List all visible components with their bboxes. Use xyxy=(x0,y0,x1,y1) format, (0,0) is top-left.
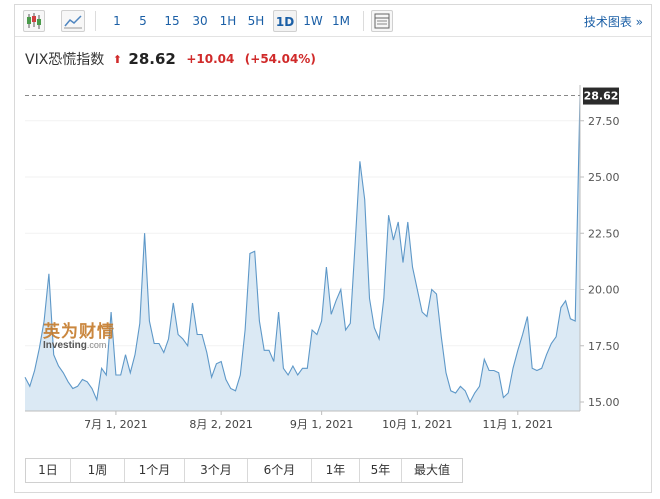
chart-widget: 1 5 15 30 1H 5H 1D 1W 1M 技术图表 » VIX恐慌指数 … xyxy=(14,4,652,493)
price-change: +10.04 xyxy=(186,52,235,66)
chart-toolbar: 1 5 15 30 1H 5H 1D 1W 1M 技术图表 » xyxy=(15,5,651,37)
x-tick-label: 10月 1, 2021 xyxy=(382,418,452,431)
investing-watermark: 英为财情 Investing.com xyxy=(43,317,115,351)
quote-header: VIX恐慌指数 ⬆ 28.62 +10.04 (+54.04%) xyxy=(25,49,316,69)
y-tick-label: 25.00 xyxy=(588,171,620,184)
candlestick-icon[interactable] xyxy=(23,10,45,32)
timeframe-1d[interactable]: 1D xyxy=(273,10,297,32)
range-1y[interactable]: 1年 xyxy=(312,459,360,482)
range-5y[interactable]: 5年 xyxy=(360,459,402,482)
line-chart-icon[interactable] xyxy=(61,10,85,32)
y-tick-label: 15.00 xyxy=(588,396,620,409)
range-1m[interactable]: 1个月 xyxy=(125,459,185,482)
x-tick-label: 7月 1, 2021 xyxy=(84,418,147,431)
timeframe-30[interactable]: 30 xyxy=(192,14,208,28)
x-tick-label: 9月 1, 2021 xyxy=(290,418,353,431)
series-area xyxy=(25,95,580,411)
last-price-badge xyxy=(583,87,619,105)
toolbar-divider xyxy=(363,11,364,31)
y-tick-label: 27.50 xyxy=(588,115,620,128)
instrument-name: VIX恐慌指数 xyxy=(25,52,105,68)
data-table-icon[interactable] xyxy=(371,10,393,32)
timeframe-5[interactable]: 5 xyxy=(139,14,147,28)
y-tick-label: 17.50 xyxy=(588,340,620,353)
range-3m[interactable]: 3个月 xyxy=(185,459,248,482)
timeframe-15[interactable]: 15 xyxy=(164,14,180,28)
price-chart[interactable]: 15.00 17.50 20.00 22.50 25.00 27.50 28.62 7月 1,… xyxy=(15,77,651,449)
last-price-badge-label: 28.62 xyxy=(584,90,619,103)
timeframe-1m[interactable]: 1M xyxy=(332,14,350,28)
y-tick-label: 22.50 xyxy=(588,227,620,240)
series-line xyxy=(24,95,581,404)
technical-chart-link[interactable]: 技术图表 » xyxy=(583,15,643,29)
range-6m[interactable]: 6个月 xyxy=(248,459,312,482)
x-tick-label: 8月 2, 2021 xyxy=(189,418,252,431)
y-tick-label: 20.00 xyxy=(588,284,620,297)
range-1w[interactable]: 1周 xyxy=(71,459,125,482)
watermark-en: Investing.com xyxy=(43,340,115,351)
last-price: 28.62 xyxy=(128,50,176,68)
timeframe-1[interactable]: 1 xyxy=(113,14,121,28)
range-max[interactable]: 最大值 xyxy=(402,459,462,482)
timeframe-1w[interactable]: 1W xyxy=(303,14,323,28)
watermark-en-name: Investing xyxy=(43,340,87,351)
timeframe-5h[interactable]: 5H xyxy=(247,14,265,28)
up-arrow-icon: ⬆ xyxy=(112,52,122,66)
range-selector: 1日 1周 1个月 3个月 6个月 1年 5年 最大值 xyxy=(25,458,463,483)
toolbar-divider xyxy=(95,11,96,31)
x-tick-label: 11月 1, 2021 xyxy=(483,418,553,431)
watermark-en-suffix: .com xyxy=(86,340,107,350)
range-1d[interactable]: 1日 xyxy=(26,459,71,482)
timeframe-1h[interactable]: 1H xyxy=(219,14,237,28)
price-change-percent: (+54.04%) xyxy=(244,52,316,66)
watermark-cn: 英为财情 xyxy=(43,322,115,342)
